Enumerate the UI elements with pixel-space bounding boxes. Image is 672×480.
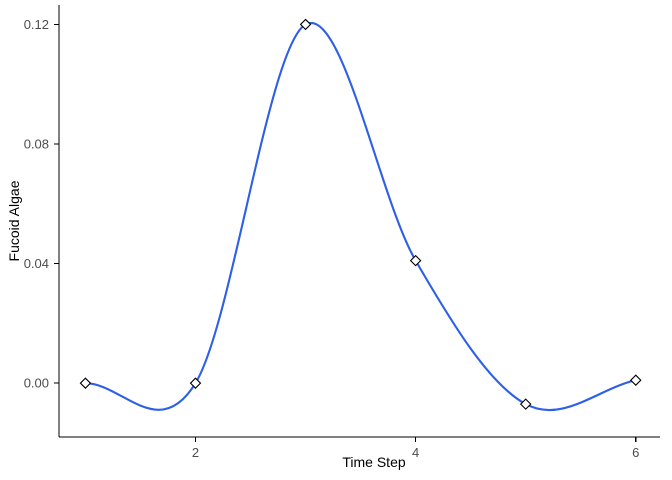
x-axis-ticks: 2 4 6	[192, 437, 639, 460]
data-point-marker	[79, 377, 92, 389]
y-axis-title: Fucoid Algae	[6, 180, 22, 261]
y-tick-label: 0.04	[24, 256, 49, 271]
data-point-marker	[299, 18, 312, 31]
y-axis-ticks: 0.00 0.04 0.08 0.12	[24, 17, 59, 391]
x-tick-label: 2	[192, 445, 199, 460]
y-tick-label: 0.12	[24, 17, 49, 32]
x-tick-label: 4	[412, 445, 419, 460]
data-point-markers	[79, 18, 642, 410]
x-tick-label: 6	[632, 445, 639, 460]
data-point-marker	[519, 398, 532, 410]
data-point-marker	[189, 377, 202, 389]
y-tick-label: 0.08	[24, 137, 49, 152]
data-point-marker	[630, 374, 642, 386]
y-tick-label: 0.00	[24, 376, 49, 391]
data-point-marker	[409, 254, 422, 267]
x-axis-title: Time Step	[342, 454, 405, 470]
